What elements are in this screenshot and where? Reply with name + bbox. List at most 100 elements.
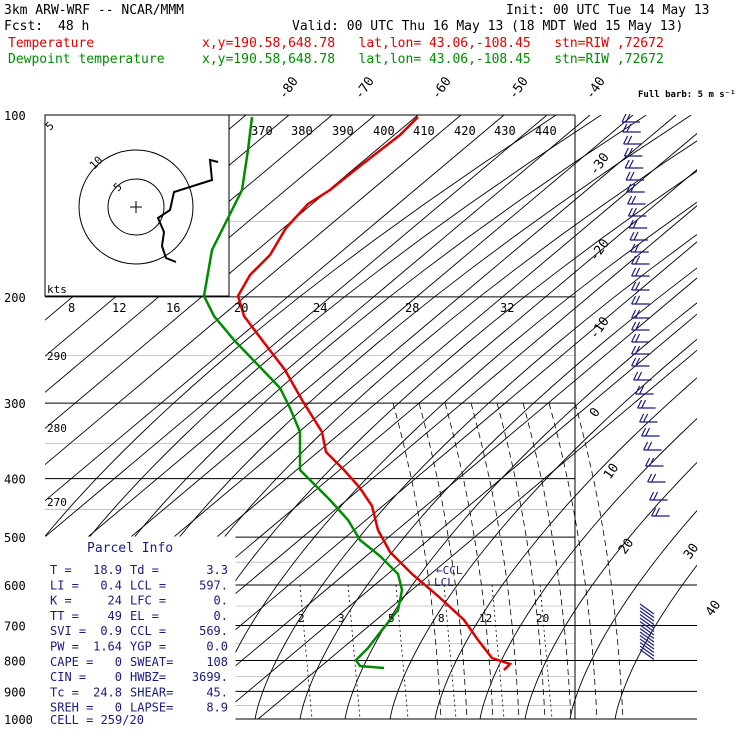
parcel-key: K = <box>50 594 72 608</box>
wind-barb <box>639 635 655 646</box>
wind-barb <box>639 649 655 660</box>
wind-barb-flag <box>651 473 657 483</box>
wind-barb-flag <box>623 135 629 145</box>
parcel-info-box: Parcel Info T = 18.9 Td = 3.3 LI = 0.4 LCL = 597… <box>44 536 236 727</box>
parcel-key: LI = <box>50 578 79 592</box>
mixing-ratio-line <box>491 584 505 719</box>
legend-temperature-info: x,y=190.58,648.78 lat,lon= 43.06,-108.45… <box>202 36 664 51</box>
isotherm <box>128 241 697 719</box>
hodograph-ring <box>78 149 194 265</box>
wind-barb <box>639 638 655 650</box>
isotherm-label: 30 <box>681 541 702 562</box>
left-theta-label: 290 <box>47 350 67 363</box>
isotherm <box>45 115 462 466</box>
isotherm-label: 20 <box>616 536 637 557</box>
wind-barb <box>639 607 655 618</box>
moist-adiabat-label: 20 <box>234 301 248 315</box>
isotherm <box>45 115 591 574</box>
parcel-key: HWBZ= <box>130 670 166 684</box>
parcel-value: 0 <box>115 655 122 669</box>
dry-adiabat <box>434 377 697 719</box>
wind-barb-flag <box>633 231 639 241</box>
pressure-label-100: 100 <box>4 109 26 123</box>
isotherm-label: -40 <box>583 74 609 102</box>
wind-barb-flag <box>635 281 641 291</box>
wind-barb-flag <box>655 507 661 517</box>
hodograph-kts-label: kts <box>47 283 67 296</box>
parcel-key: CCL = <box>130 624 166 638</box>
ccl-annotation: ←CCL <box>436 564 463 577</box>
fcst-label: Fcst: <box>4 19 44 34</box>
fcst-value: 48 h <box>58 19 90 34</box>
wind-barb <box>639 628 655 639</box>
isotherm-label: -80 <box>276 74 302 102</box>
wind-barb-flag <box>639 413 645 423</box>
mixing-ratio-line <box>299 584 313 719</box>
wind-barb-flag <box>625 171 631 181</box>
wind-barb-flag <box>623 147 629 157</box>
wind-barb <box>639 617 655 629</box>
mixing-ratio-label: 5 <box>388 612 395 625</box>
parcel-cell: CELL = 259/20 <box>50 713 144 727</box>
parcel-value: 45. <box>206 685 228 699</box>
wind-barb <box>639 621 655 632</box>
pressure-label-300: 300 <box>4 397 26 411</box>
wind-barb-flag <box>625 113 631 123</box>
wind-barb-flag <box>635 295 641 305</box>
isotherm-label: -50 <box>506 74 532 102</box>
parcel-value: 0.4 <box>100 578 122 592</box>
wind-barb-flag <box>631 207 637 217</box>
dry-adiabat <box>45 115 557 538</box>
wind-barb-flag <box>647 473 653 483</box>
parcel-value: 24 <box>108 594 122 608</box>
isotherm <box>257 349 697 719</box>
wind-barb-flag <box>630 183 636 193</box>
dry-adiabat <box>299 267 697 719</box>
wind-barb-flag <box>622 123 628 133</box>
wind-barb-flag <box>635 267 641 277</box>
dry-adiabat <box>524 461 697 719</box>
left-theta-label: 280 <box>47 422 67 435</box>
pressure-label-900: 900 <box>4 685 26 699</box>
parcel-value: 24.8 <box>93 685 122 699</box>
pressure-label-800: 800 <box>4 654 26 668</box>
dry-adiabat <box>569 509 697 719</box>
dry-adiabat-label: 410 <box>413 124 435 138</box>
wind-barb-flag <box>626 183 632 193</box>
wind-barb-flag <box>649 457 655 467</box>
dewpoint-profile <box>202 116 404 670</box>
mixing-ratio-label: 8 <box>438 612 445 625</box>
wind-barb-flag <box>621 113 627 123</box>
wind-barb <box>639 631 655 643</box>
parcel-key: PW = <box>50 640 79 654</box>
wind-barb-flag <box>631 195 637 205</box>
moist-adiabat-label: 32 <box>500 301 514 315</box>
wind-barb-flag <box>641 427 647 437</box>
wind-barb <box>639 624 655 636</box>
parcel-value: 0 <box>115 701 122 715</box>
dry-adiabat-label: 440 <box>535 124 557 138</box>
lcl-annotation: LCL <box>434 576 454 589</box>
wind-barb-flag <box>645 427 651 437</box>
parcel-key: CIN = <box>50 670 86 684</box>
isotherm <box>45 115 505 502</box>
pressure-label-700: 700 <box>4 619 26 633</box>
parcel-key: SREH = <box>50 701 93 715</box>
wind-barb-flag <box>643 441 649 451</box>
parcel-title: Parcel Info <box>87 541 173 556</box>
dry-adiabat-label: 420 <box>454 124 476 138</box>
wind-barb-flag <box>631 267 637 277</box>
valid-time: Valid: 00 UTC Thu 16 May 13 (18 MDT Wed … <box>292 19 684 34</box>
wind-barb-flag <box>645 457 651 467</box>
parcel-value: 597. <box>199 578 228 592</box>
wind-barb-flag <box>631 345 637 355</box>
parcel-key: Tc = <box>50 685 79 699</box>
isotherm-label: 10 <box>601 461 622 482</box>
dry-adiabat <box>479 418 697 719</box>
parcel-key: SVI = <box>50 624 86 638</box>
dry-adiabat <box>389 338 697 719</box>
wind-barb-flag <box>631 309 637 319</box>
parcel-value: 0.9 <box>100 624 122 638</box>
